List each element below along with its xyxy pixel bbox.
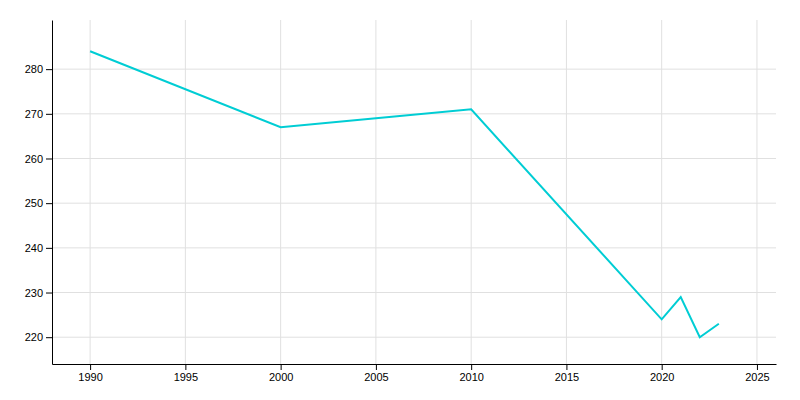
grid-line — [661, 20, 662, 364]
x-axis: 1990 1995 2000 2005 2010 2015 2020 2025 — [53, 364, 777, 383]
tick: 1995 — [174, 364, 198, 383]
tick-label: 2015 — [555, 371, 579, 383]
grid-line — [52, 158, 776, 159]
y-axis: 220 230 240 250 260 270 280 — [25, 21, 53, 365]
tick: 280 — [25, 63, 52, 75]
axis-line — [53, 364, 777, 365]
tick: 220 — [25, 331, 52, 343]
grid-line — [52, 247, 776, 248]
tick: 1990 — [78, 364, 102, 383]
tick-mark — [46, 203, 52, 204]
tick-mark — [662, 364, 663, 370]
grid-line — [52, 69, 776, 70]
grid-line — [280, 20, 281, 364]
tick-mark — [46, 114, 52, 115]
tick: 240 — [25, 242, 52, 254]
tick: 2020 — [650, 364, 674, 383]
tick: 2010 — [459, 364, 483, 383]
tick-label: 270 — [25, 108, 43, 120]
plot-area: 1990 1995 2000 2005 2010 2015 2020 2025 220 230 24… — [25, 20, 777, 383]
tick-mark — [46, 248, 52, 249]
tick-mark — [46, 337, 52, 338]
grid — [52, 20, 776, 364]
tick-label: 2025 — [745, 371, 769, 383]
axis-line — [52, 21, 53, 365]
tick-mark — [185, 364, 186, 370]
tick: 2025 — [745, 364, 769, 383]
grid-line — [52, 292, 776, 293]
tick-label: 2000 — [269, 371, 293, 383]
tick: 2005 — [364, 364, 388, 383]
tick-mark — [46, 293, 52, 294]
data-line — [90, 51, 719, 337]
tick-label: 220 — [25, 331, 43, 343]
grid-line — [185, 20, 186, 364]
tick: 250 — [25, 197, 52, 209]
tick-label: 1995 — [174, 371, 198, 383]
tick-label: 230 — [25, 287, 43, 299]
tick-mark — [566, 364, 567, 370]
grid-line — [90, 20, 91, 364]
grid-line — [375, 20, 376, 364]
tick-label: 240 — [25, 242, 43, 254]
tick: 260 — [25, 153, 52, 165]
tick-mark — [376, 364, 377, 370]
grid-line — [52, 203, 776, 204]
marks — [90, 51, 719, 337]
tick: 230 — [25, 287, 52, 299]
tick-mark — [46, 69, 52, 70]
grid-line — [471, 20, 472, 364]
tick-mark — [471, 364, 472, 370]
tick: 270 — [25, 108, 52, 120]
tick-mark — [281, 364, 282, 370]
tick-label: 2010 — [459, 371, 483, 383]
tick-label: 260 — [25, 153, 43, 165]
tick-label: 280 — [25, 63, 43, 75]
grid-line — [756, 20, 757, 364]
tick: 2015 — [555, 364, 579, 383]
tick-mark — [757, 364, 758, 370]
tick-label: 2005 — [364, 371, 388, 383]
tick-mark — [46, 158, 52, 159]
tick-label: 2020 — [650, 371, 674, 383]
tick: 2000 — [269, 364, 293, 383]
chart: 1990 1995 2000 2005 2010 2015 2020 2025 220 230 24… — [0, 0, 800, 400]
tick-label: 1990 — [78, 371, 102, 383]
tick-mark — [90, 364, 91, 370]
tick-label: 250 — [25, 197, 43, 209]
grid-line — [566, 20, 567, 364]
grid-line — [52, 337, 776, 338]
